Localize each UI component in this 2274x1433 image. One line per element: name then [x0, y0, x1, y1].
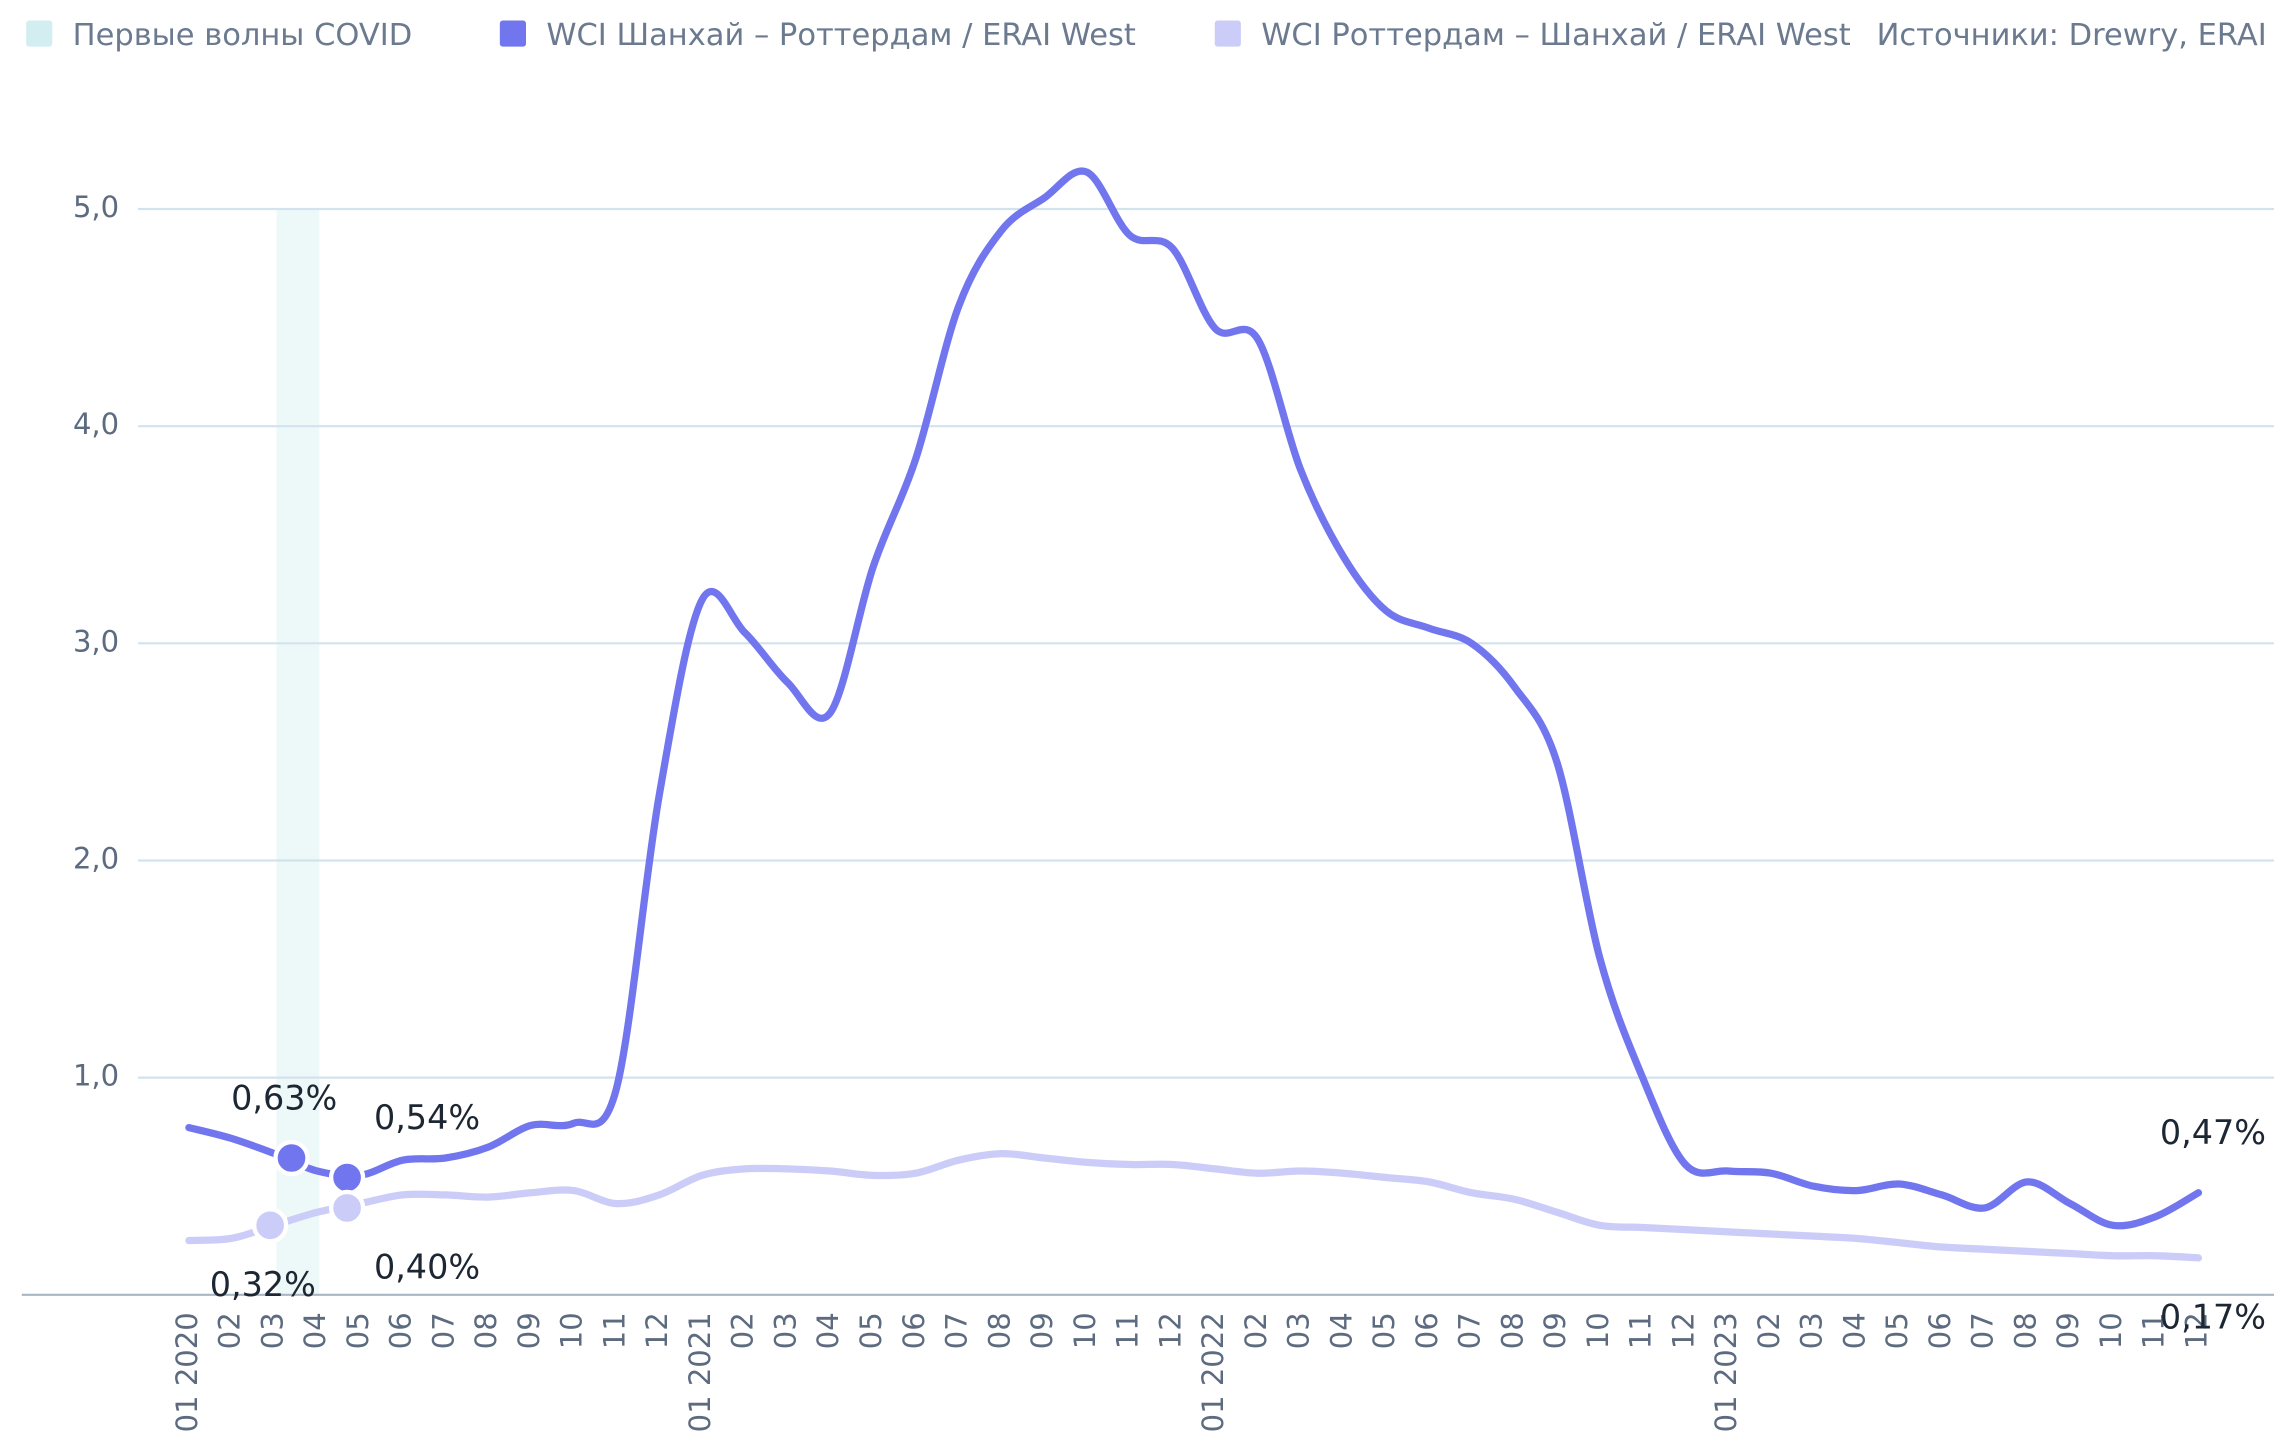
x-tick-label: 04	[1837, 1312, 1871, 1349]
annotation-marker	[328, 1159, 366, 1196]
y-tick-label: 3,0	[73, 624, 119, 658]
x-tick-label: 04	[811, 1312, 845, 1349]
legend-label: Первые волны COVID	[73, 18, 413, 53]
x-tick-label: 07	[1966, 1312, 2000, 1349]
x-tick-label: 12	[2179, 1312, 2213, 1349]
x-tick-label: 12	[640, 1312, 674, 1349]
x-tick-label: 11	[2137, 1312, 2171, 1349]
x-tick-label: 02	[726, 1312, 760, 1349]
x-tick-label: 03	[1795, 1312, 1829, 1349]
x-tick-label: 04	[1324, 1312, 1358, 1349]
legend-swatch	[26, 20, 53, 47]
x-tick-label: 07	[1453, 1312, 1487, 1349]
x-tick-label: 12	[1153, 1312, 1187, 1349]
x-tick-label: 11	[1624, 1312, 1658, 1349]
x-tick-label: 02	[1239, 1312, 1273, 1349]
x-tick-label: 06	[1410, 1312, 1444, 1349]
x-tick-label: 09	[1538, 1312, 1572, 1349]
x-tick-label: 08	[2008, 1312, 2042, 1349]
x-tick-label: 09	[2051, 1312, 2085, 1349]
source: Источники: Drewry, ERAI	[1877, 18, 2267, 53]
annotation-label: 0,63%	[231, 1078, 337, 1117]
x-tick-label: 05	[1880, 1312, 1914, 1349]
legend-swatch	[499, 20, 526, 47]
x-tick-label: 10	[555, 1312, 589, 1349]
x-tick-label: 08	[469, 1312, 503, 1349]
x-tick-label: 06	[897, 1312, 931, 1349]
x-tick-label: 06	[1923, 1312, 1957, 1349]
series-line	[185, 167, 2203, 1230]
x-tick-label: 10	[1581, 1312, 1615, 1349]
annotation-marker	[273, 1139, 310, 1177]
x-tick-label: 07	[940, 1312, 974, 1349]
x-tick-label: 07	[426, 1312, 460, 1349]
annotation-marker	[328, 1189, 366, 1227]
x-tick-label: 01 2020	[170, 1312, 204, 1432]
legend-label: WCI Шанхай – Роттердам / ERAI West	[546, 18, 1136, 53]
x-tick-label: 02	[1752, 1312, 1786, 1349]
x-tick-label: 02	[213, 1312, 247, 1349]
x-tick-label: 08	[1495, 1312, 1529, 1349]
x-tick-label: 03	[1282, 1312, 1316, 1349]
annotation-label: 0,47%	[2160, 1113, 2266, 1152]
x-tick-label: 03	[768, 1312, 802, 1349]
covid-band	[276, 208, 320, 1295]
x-tick-label: 11	[597, 1312, 631, 1349]
y-tick-label: 5,0	[73, 190, 119, 224]
x-tick-label: 01 2022	[1196, 1312, 1230, 1432]
legend-label: WCI Роттердам – Шанхай / ERAI West	[1261, 18, 1851, 53]
x-tick-label: 01 2023	[1709, 1312, 1743, 1432]
y-tick-label: 1,0	[73, 1059, 119, 1093]
x-tick-label: 01 2021	[683, 1312, 717, 1432]
annotation-label: 0,32%	[210, 1265, 316, 1304]
x-tick-label: 09	[512, 1312, 546, 1349]
y-tick-label: 4,0	[73, 407, 119, 441]
series-line	[185, 1150, 2203, 1262]
x-tick-label: 04	[298, 1312, 332, 1349]
y-tick-label: 2,0	[73, 841, 119, 875]
annotation-label: 0,40%	[374, 1247, 480, 1286]
legend-swatch	[1214, 20, 1241, 47]
x-tick-label: 08	[982, 1312, 1016, 1349]
x-tick-label: 06	[384, 1312, 418, 1349]
annotation-label: 0,17%	[2160, 1297, 2266, 1336]
annotation-label: 0,54%	[374, 1098, 480, 1137]
x-tick-label: 05	[341, 1312, 375, 1349]
x-tick-label: 11	[1111, 1312, 1145, 1349]
annotation-marker	[251, 1207, 289, 1244]
x-tick-label: 12	[1666, 1312, 1700, 1349]
x-tick-label: 05	[1367, 1312, 1401, 1349]
x-tick-label: 03	[255, 1312, 289, 1349]
x-tick-label: 10	[2094, 1312, 2128, 1349]
x-tick-label: 09	[1025, 1312, 1059, 1349]
x-tick-label: 10	[1068, 1312, 1102, 1349]
x-tick-label: 05	[854, 1312, 888, 1349]
